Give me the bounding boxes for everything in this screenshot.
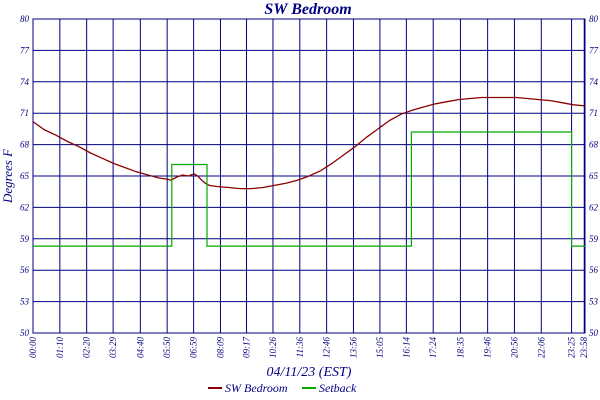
y-tick-label-left: 53: [20, 297, 30, 307]
x-tick-label: 23:25: [567, 337, 577, 358]
y-tick-label-left: 68: [20, 140, 30, 150]
series-line-setback: [33, 131, 585, 247]
x-tick-label: 05:50: [162, 337, 172, 358]
legend: SW Bedroom Setback: [208, 381, 357, 395]
y-tick-label-left: 77: [20, 45, 30, 55]
y-tick-label-right: 80: [589, 14, 599, 24]
x-tick-label: 06:59: [189, 337, 199, 358]
x-tick-label: 02:20: [82, 337, 92, 358]
y-tick-label-right: 74: [589, 77, 599, 87]
y-tick-label-right: 71: [589, 108, 598, 118]
legend-label: Setback: [319, 381, 357, 395]
x-axis: 00:00 01:10 02:20 03:29 04:40 05:50 06:59 08:09…: [28, 337, 589, 358]
y-tick-label-left: 62: [20, 202, 30, 212]
x-tick-label: 04:40: [135, 337, 145, 358]
y-tick-label-left: 80: [20, 14, 30, 24]
chart-title: SW Bedroom: [264, 1, 351, 18]
y-tick-label-right: 77: [589, 45, 599, 55]
legend-label: SW Bedroom: [225, 381, 288, 395]
y-tick-label-right: 68: [589, 140, 599, 150]
y-tick-label-left: 74: [20, 77, 30, 87]
x-tick-label: 16:14: [401, 337, 411, 358]
x-tick-label: 01:10: [55, 337, 65, 358]
series-line-sw-bedroom: [32, 96, 586, 190]
x-tick-label: 15:05: [375, 337, 385, 358]
x-tick-label: 10:26: [268, 337, 278, 358]
x-tick-label: 23:58: [579, 337, 589, 358]
y-tick-label-left: 65: [20, 171, 30, 181]
x-tick-label: 09:17: [242, 337, 252, 358]
x-tick-label: 20:56: [509, 337, 519, 358]
y-axis-right: 50 53 56 59 62 65 68 71 74 77 80: [589, 14, 599, 338]
grid-lines: [32, 18, 585, 334]
x-tick-label: 00:00: [28, 337, 38, 358]
y-axis-left: 50 53 56 59 62 65 68 71 74 77 80: [20, 14, 30, 338]
y-tick-label-left: 71: [20, 108, 29, 118]
x-tick-label: 18:35: [455, 337, 465, 358]
y-tick-label-right: 53: [589, 297, 599, 307]
x-tick-label: 12:46: [322, 337, 332, 358]
y-tick-label-left: 59: [20, 234, 30, 244]
y-tick-label-left: 50: [20, 328, 30, 338]
y-tick-label-right: 56: [589, 265, 599, 275]
y-tick-label-right: 59: [589, 234, 599, 244]
x-tick-label: 03:29: [108, 337, 118, 358]
x-tick-label: 11:36: [295, 337, 305, 358]
x-tick-label: 08:09: [215, 337, 225, 358]
x-tick-label: 13:56: [348, 337, 358, 358]
y-tick-label-right: 62: [589, 202, 599, 212]
y-tick-label-left: 56: [20, 265, 30, 275]
x-axis-label: 04/11/23 (EST): [267, 365, 352, 380]
y-tick-label-right: 50: [589, 328, 599, 338]
x-tick-label: 19:46: [483, 337, 493, 358]
x-tick-label: 22:06: [536, 337, 546, 358]
x-tick-label: 17:24: [428, 337, 438, 358]
series-lines: [32, 96, 586, 247]
y-axis-label: Degrees F: [0, 148, 15, 204]
y-tick-label-right: 65: [589, 171, 599, 181]
